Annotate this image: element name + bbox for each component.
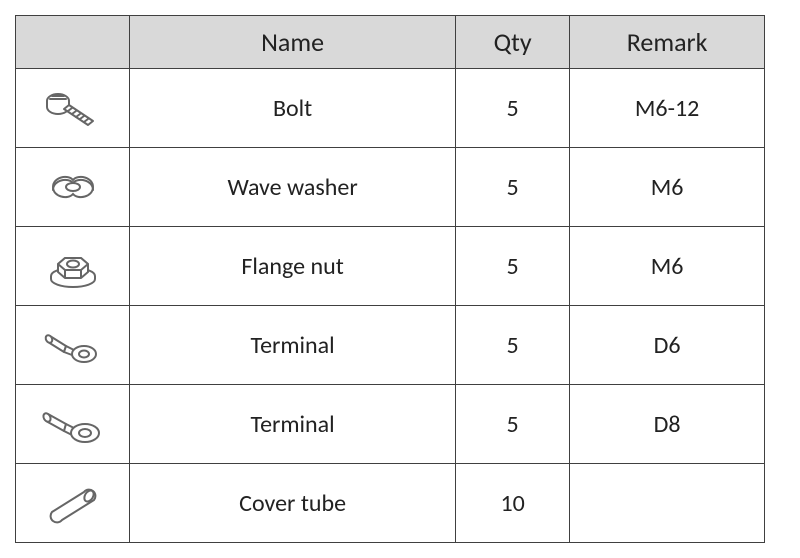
terminal-icon [38, 320, 108, 370]
wave-washer-icon [38, 162, 108, 212]
part-qty: 5 [456, 385, 570, 464]
table-row: Terminal 5 D6 [16, 306, 765, 385]
cover-tube-icon [38, 478, 108, 528]
flange-nut-icon [38, 241, 108, 291]
table-row: Terminal 5 D8 [16, 385, 765, 464]
part-icon-cell [16, 148, 130, 227]
part-remark: D8 [570, 385, 765, 464]
part-icon-cell [16, 69, 130, 148]
part-qty: 10 [456, 464, 570, 543]
part-remark: M6 [570, 148, 765, 227]
part-remark: M6-12 [570, 69, 765, 148]
part-qty: 5 [456, 306, 570, 385]
parts-table: Name Qty Remark [15, 15, 765, 543]
bolt-icon [38, 83, 108, 133]
table-row: Bolt 5 M6-12 [16, 69, 765, 148]
part-name: Wave washer [130, 148, 456, 227]
table-row: Wave washer 5 M6 [16, 148, 765, 227]
header-row: Name Qty Remark [16, 16, 765, 69]
part-qty: 5 [456, 227, 570, 306]
part-qty: 5 [456, 148, 570, 227]
part-icon-cell [16, 464, 130, 543]
part-remark: D6 [570, 306, 765, 385]
header-icon [16, 16, 130, 69]
table-row: Cover tube 10 [16, 464, 765, 543]
part-name: Cover tube [130, 464, 456, 543]
part-icon-cell [16, 306, 130, 385]
part-name: Terminal [130, 385, 456, 464]
part-qty: 5 [456, 69, 570, 148]
terminal-icon [38, 399, 108, 449]
part-remark [570, 464, 765, 543]
part-name: Terminal [130, 306, 456, 385]
part-icon-cell [16, 385, 130, 464]
header-name: Name [130, 16, 456, 69]
part-name: Bolt [130, 69, 456, 148]
header-remark: Remark [570, 16, 765, 69]
header-qty: Qty [456, 16, 570, 69]
part-remark: M6 [570, 227, 765, 306]
part-icon-cell [16, 227, 130, 306]
part-name: Flange nut [130, 227, 456, 306]
table-row: Flange nut 5 M6 [16, 227, 765, 306]
